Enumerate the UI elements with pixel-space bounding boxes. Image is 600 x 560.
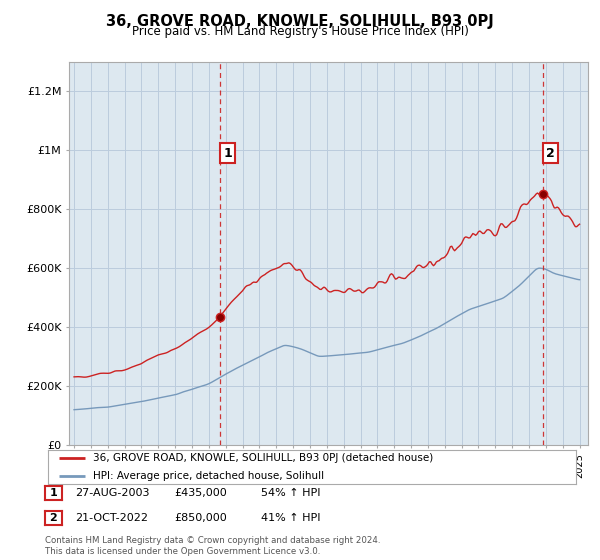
Text: Price paid vs. HM Land Registry's House Price Index (HPI): Price paid vs. HM Land Registry's House … [131, 25, 469, 38]
Text: £850,000: £850,000 [174, 513, 227, 523]
Text: Contains HM Land Registry data © Crown copyright and database right 2024.
This d: Contains HM Land Registry data © Crown c… [45, 536, 380, 556]
Text: 1: 1 [223, 147, 232, 160]
Text: 36, GROVE ROAD, KNOWLE, SOLIHULL, B93 0PJ (detached house): 36, GROVE ROAD, KNOWLE, SOLIHULL, B93 0P… [93, 454, 433, 463]
Text: HPI: Average price, detached house, Solihull: HPI: Average price, detached house, Soli… [93, 471, 324, 480]
Text: 41% ↑ HPI: 41% ↑ HPI [261, 513, 320, 523]
Text: £435,000: £435,000 [174, 488, 227, 498]
Text: 54% ↑ HPI: 54% ↑ HPI [261, 488, 320, 498]
Text: 27-AUG-2003: 27-AUG-2003 [75, 488, 149, 498]
Text: 36, GROVE ROAD, KNOWLE, SOLIHULL, B93 0PJ: 36, GROVE ROAD, KNOWLE, SOLIHULL, B93 0P… [106, 14, 494, 29]
Text: 2: 2 [546, 147, 554, 160]
Text: 1: 1 [50, 488, 57, 498]
Text: 2: 2 [50, 513, 57, 523]
Text: 21-OCT-2022: 21-OCT-2022 [75, 513, 148, 523]
